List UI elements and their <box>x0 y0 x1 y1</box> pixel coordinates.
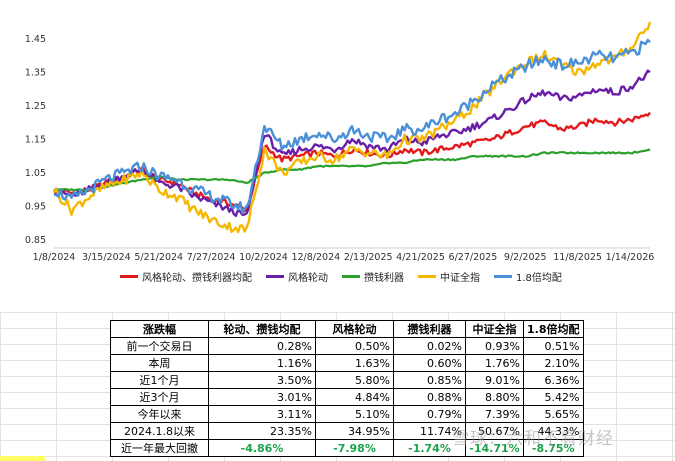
table-cell: 1.16% <box>208 354 316 372</box>
row-label: 近1个月 <box>110 371 209 389</box>
table-row: 前一个交易日 0.28% 0.50% 0.02% 0.93% 0.51% <box>110 337 584 355</box>
x-tick-label: 5/21/2024 <box>134 252 183 263</box>
y-tick-label: 0.95 <box>25 201 46 212</box>
line-chart: 0.85 0.95 1.05 1.15 1.25 1.35 1.45 1/8/2024 3/15… <box>25 21 655 263</box>
legend-swatch <box>342 274 360 278</box>
table-cell: 8.80% <box>465 388 524 406</box>
y-tick-label: 1.15 <box>25 134 46 145</box>
series-line-1 <box>53 69 651 218</box>
column-header: 轮动、攒钱均配 <box>208 320 316 338</box>
table-cell: 34.95% <box>315 422 394 440</box>
row-label: 2024.1.8以来 <box>110 422 209 440</box>
table-cell: 4.84% <box>315 388 394 406</box>
x-tick-label: 12/8/2024 <box>291 252 340 263</box>
table-cell: 7.39% <box>465 405 524 423</box>
legend-swatch <box>120 274 138 278</box>
y-tick-label: 0.85 <box>25 235 46 246</box>
x-tick-label: 3/15/2024 <box>82 252 131 263</box>
table-cell: 3.01% <box>208 388 316 406</box>
row-label: 本周 <box>110 354 209 372</box>
table-row: 近3个月 3.01% 4.84% 0.88% 8.80% 5.42% <box>110 388 584 406</box>
table-row: 近1个月 3.50% 5.80% 0.85% 9.01% 6.36% <box>110 371 584 389</box>
x-tick-label: 1/8/2024 <box>33 252 76 263</box>
x-tick-label: 10/2/2024 <box>239 252 288 263</box>
chart-legend: 风格轮动、攒钱利器均配 风格轮动 攒钱利器 中证全指 1.8倍均配 <box>120 268 660 284</box>
table-row: 本周 1.16% 1.63% 0.60% 1.76% 2.10% <box>110 354 584 372</box>
column-header: 风格轮动 <box>315 320 394 338</box>
table-cell: 5.80% <box>315 371 394 389</box>
row-label: 今年以来 <box>110 405 209 423</box>
legend-label: 攒钱利器 <box>364 272 404 284</box>
table-cell: 23.35% <box>208 422 316 440</box>
column-header: 涨跌幅 <box>110 320 209 338</box>
table-cell: 3.50% <box>208 371 316 389</box>
x-tick-label: 4/21/2025 <box>396 252 445 263</box>
table-cell: -8.75% <box>523 439 584 457</box>
table-cell: 0.51% <box>523 337 584 355</box>
x-tick-label: 2/13/2025 <box>344 252 393 263</box>
table-cell: 1.76% <box>465 354 524 372</box>
table-cell: 0.85% <box>393 371 466 389</box>
legend-item: 风格轮动 <box>266 269 328 284</box>
column-header: 1.8倍均配 <box>523 320 584 338</box>
table-cell: 0.50% <box>315 337 394 355</box>
table-row: 今年以来 3.11% 5.10% 0.79% 7.39% 5.65% <box>110 405 584 423</box>
y-tick-label: 1.35 <box>25 67 46 78</box>
y-tick-label: 1.45 <box>25 34 46 45</box>
series-line-3 <box>52 21 652 234</box>
table-cell: 0.02% <box>393 337 466 355</box>
legend-swatch <box>494 274 512 278</box>
legend-item: 中证全指 <box>418 269 480 284</box>
series-line-2 <box>53 148 651 192</box>
table-cell: 9.01% <box>465 371 524 389</box>
legend-label: 1.8倍均配 <box>516 272 562 284</box>
series-line-4 <box>53 38 651 215</box>
table-cell: -4.86% <box>208 439 316 457</box>
legend-item: 1.8倍均配 <box>494 269 562 284</box>
table-cell: -7.98% <box>315 439 394 457</box>
table-cell: 1.63% <box>315 354 394 372</box>
table-header-row: 涨跌幅 轮动、攒钱均配 风格轮动 攒钱利器 中证全指 1.8倍均配 <box>110 320 584 338</box>
table-cell: 0.28% <box>208 337 316 355</box>
row-label: 近3个月 <box>110 388 209 406</box>
legend-swatch <box>266 274 284 278</box>
table-cell: 0.60% <box>393 354 466 372</box>
y-tick-label: 1.05 <box>25 168 46 179</box>
table-cell: 6.36% <box>523 371 584 389</box>
table-cell: 5.65% <box>523 405 584 423</box>
x-tick-label: 6/27/2025 <box>449 252 498 263</box>
table-cell: 5.10% <box>315 405 394 423</box>
legend-swatch <box>418 274 436 278</box>
table-cell: 0.79% <box>393 405 466 423</box>
column-header: 中证全指 <box>465 320 524 338</box>
table-cell: 2.10% <box>523 354 584 372</box>
table-cell: 3.11% <box>208 405 316 423</box>
y-tick-label: 1.25 <box>25 101 46 112</box>
x-tick-label: 1/14/2026 <box>606 252 655 263</box>
watermark: 雪球：六和不看财经 <box>452 429 614 449</box>
legend-label: 中证全指 <box>440 272 480 284</box>
legend-item: 攒钱利器 <box>342 269 404 284</box>
row-label: 近一年最大回撤 <box>110 439 209 457</box>
row-label: 前一个交易日 <box>110 337 209 355</box>
table-cell: 0.93% <box>465 337 524 355</box>
table-cell: -14.71% <box>465 439 524 457</box>
highlighted-cell <box>0 456 46 461</box>
performance-table: 涨跌幅 轮动、攒钱均配 风格轮动 攒钱利器 中证全指 1.8倍均配 前一个交易日 0.28%… <box>110 320 584 457</box>
table-cell: 5.42% <box>523 388 584 406</box>
x-tick-label: 11/8/2025 <box>553 252 602 263</box>
chart-area: 0.85 0.95 1.05 1.15 1.25 1.35 1.45 1/8/2024 3/15… <box>25 21 660 284</box>
x-tick-label: 9/2/2025 <box>504 252 547 263</box>
legend-label: 风格轮动、攒钱利器均配 <box>142 272 252 284</box>
column-header: 攒钱利器 <box>393 320 466 338</box>
table-cell: 11.74% <box>393 422 466 440</box>
table-row: 近一年最大回撤 -4.86% -7.98% -1.74% -14.71% -8.75% <box>110 439 584 457</box>
x-tick-label: 7/27/2024 <box>187 252 236 263</box>
legend-label: 风格轮动 <box>288 272 328 284</box>
table-cell: 0.88% <box>393 388 466 406</box>
legend-item: 风格轮动、攒钱利器均配 <box>120 269 252 284</box>
